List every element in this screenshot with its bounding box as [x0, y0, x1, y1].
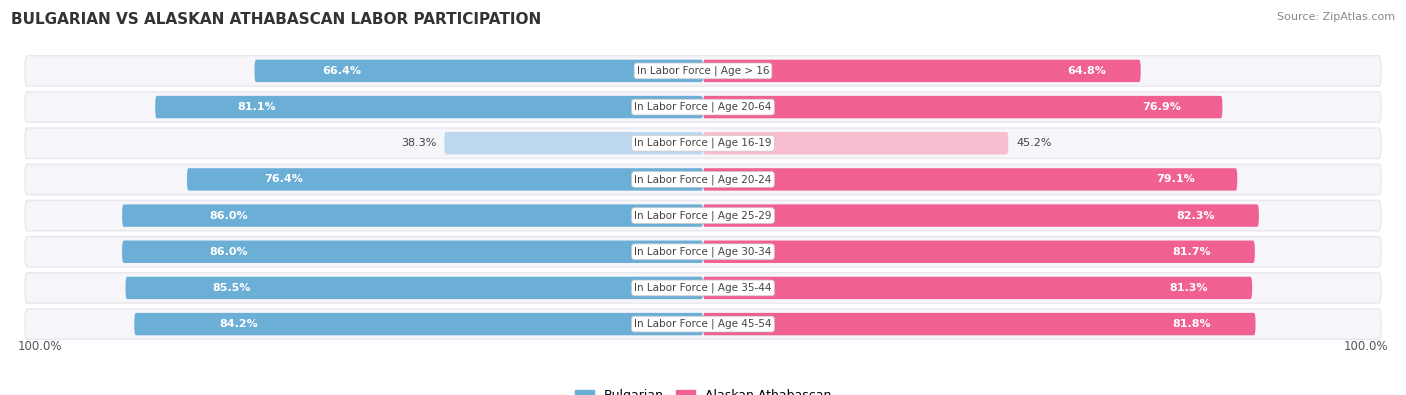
FancyBboxPatch shape: [25, 310, 1381, 339]
Text: 76.9%: 76.9%: [1142, 102, 1181, 112]
Text: In Labor Force | Age 35-44: In Labor Force | Age 35-44: [634, 283, 772, 293]
Text: 45.2%: 45.2%: [1017, 138, 1052, 148]
Text: 86.0%: 86.0%: [209, 247, 247, 257]
Text: In Labor Force | Age 25-29: In Labor Force | Age 25-29: [634, 210, 772, 221]
FancyBboxPatch shape: [25, 237, 1381, 266]
Text: Source: ZipAtlas.com: Source: ZipAtlas.com: [1277, 12, 1395, 22]
FancyBboxPatch shape: [122, 241, 703, 263]
FancyBboxPatch shape: [703, 204, 1258, 227]
FancyBboxPatch shape: [155, 96, 703, 118]
FancyBboxPatch shape: [125, 277, 703, 299]
Text: 81.1%: 81.1%: [238, 102, 276, 112]
Text: 81.8%: 81.8%: [1173, 319, 1212, 329]
FancyBboxPatch shape: [25, 92, 1381, 122]
Text: 79.1%: 79.1%: [1156, 175, 1195, 184]
FancyBboxPatch shape: [703, 132, 1008, 154]
FancyBboxPatch shape: [122, 204, 703, 227]
FancyBboxPatch shape: [25, 165, 1381, 194]
Text: 86.0%: 86.0%: [209, 211, 247, 220]
Text: In Labor Force | Age 20-24: In Labor Force | Age 20-24: [634, 174, 772, 185]
FancyBboxPatch shape: [24, 199, 1382, 231]
FancyBboxPatch shape: [24, 236, 1382, 268]
Text: In Labor Force | Age 30-34: In Labor Force | Age 30-34: [634, 246, 772, 257]
FancyBboxPatch shape: [703, 241, 1254, 263]
Legend: Bulgarian, Alaskan Athabascan: Bulgarian, Alaskan Athabascan: [569, 384, 837, 395]
FancyBboxPatch shape: [24, 308, 1382, 340]
Text: In Labor Force | Age 45-54: In Labor Force | Age 45-54: [634, 319, 772, 329]
Text: 81.7%: 81.7%: [1173, 247, 1211, 257]
Text: 84.2%: 84.2%: [219, 319, 259, 329]
FancyBboxPatch shape: [25, 201, 1381, 230]
FancyBboxPatch shape: [24, 272, 1382, 304]
FancyBboxPatch shape: [24, 164, 1382, 196]
FancyBboxPatch shape: [703, 60, 1140, 82]
FancyBboxPatch shape: [24, 55, 1382, 87]
Text: 85.5%: 85.5%: [212, 283, 250, 293]
FancyBboxPatch shape: [703, 168, 1237, 191]
FancyBboxPatch shape: [703, 96, 1222, 118]
Text: 66.4%: 66.4%: [322, 66, 361, 76]
Text: 81.3%: 81.3%: [1170, 283, 1208, 293]
Text: 100.0%: 100.0%: [1344, 340, 1389, 353]
FancyBboxPatch shape: [703, 277, 1253, 299]
Text: In Labor Force | Age > 16: In Labor Force | Age > 16: [637, 66, 769, 76]
Text: 76.4%: 76.4%: [264, 175, 304, 184]
FancyBboxPatch shape: [135, 313, 703, 335]
FancyBboxPatch shape: [24, 127, 1382, 159]
FancyBboxPatch shape: [25, 273, 1381, 303]
Text: 82.3%: 82.3%: [1175, 211, 1215, 220]
FancyBboxPatch shape: [25, 56, 1381, 85]
FancyBboxPatch shape: [444, 132, 703, 154]
FancyBboxPatch shape: [24, 91, 1382, 123]
Text: In Labor Force | Age 16-19: In Labor Force | Age 16-19: [634, 138, 772, 149]
Text: In Labor Force | Age 20-64: In Labor Force | Age 20-64: [634, 102, 772, 112]
Text: BULGARIAN VS ALASKAN ATHABASCAN LABOR PARTICIPATION: BULGARIAN VS ALASKAN ATHABASCAN LABOR PA…: [11, 12, 541, 27]
FancyBboxPatch shape: [25, 129, 1381, 158]
Text: 100.0%: 100.0%: [17, 340, 62, 353]
FancyBboxPatch shape: [187, 168, 703, 191]
Text: 64.8%: 64.8%: [1067, 66, 1105, 76]
FancyBboxPatch shape: [254, 60, 703, 82]
Text: 38.3%: 38.3%: [401, 138, 436, 148]
FancyBboxPatch shape: [703, 313, 1256, 335]
